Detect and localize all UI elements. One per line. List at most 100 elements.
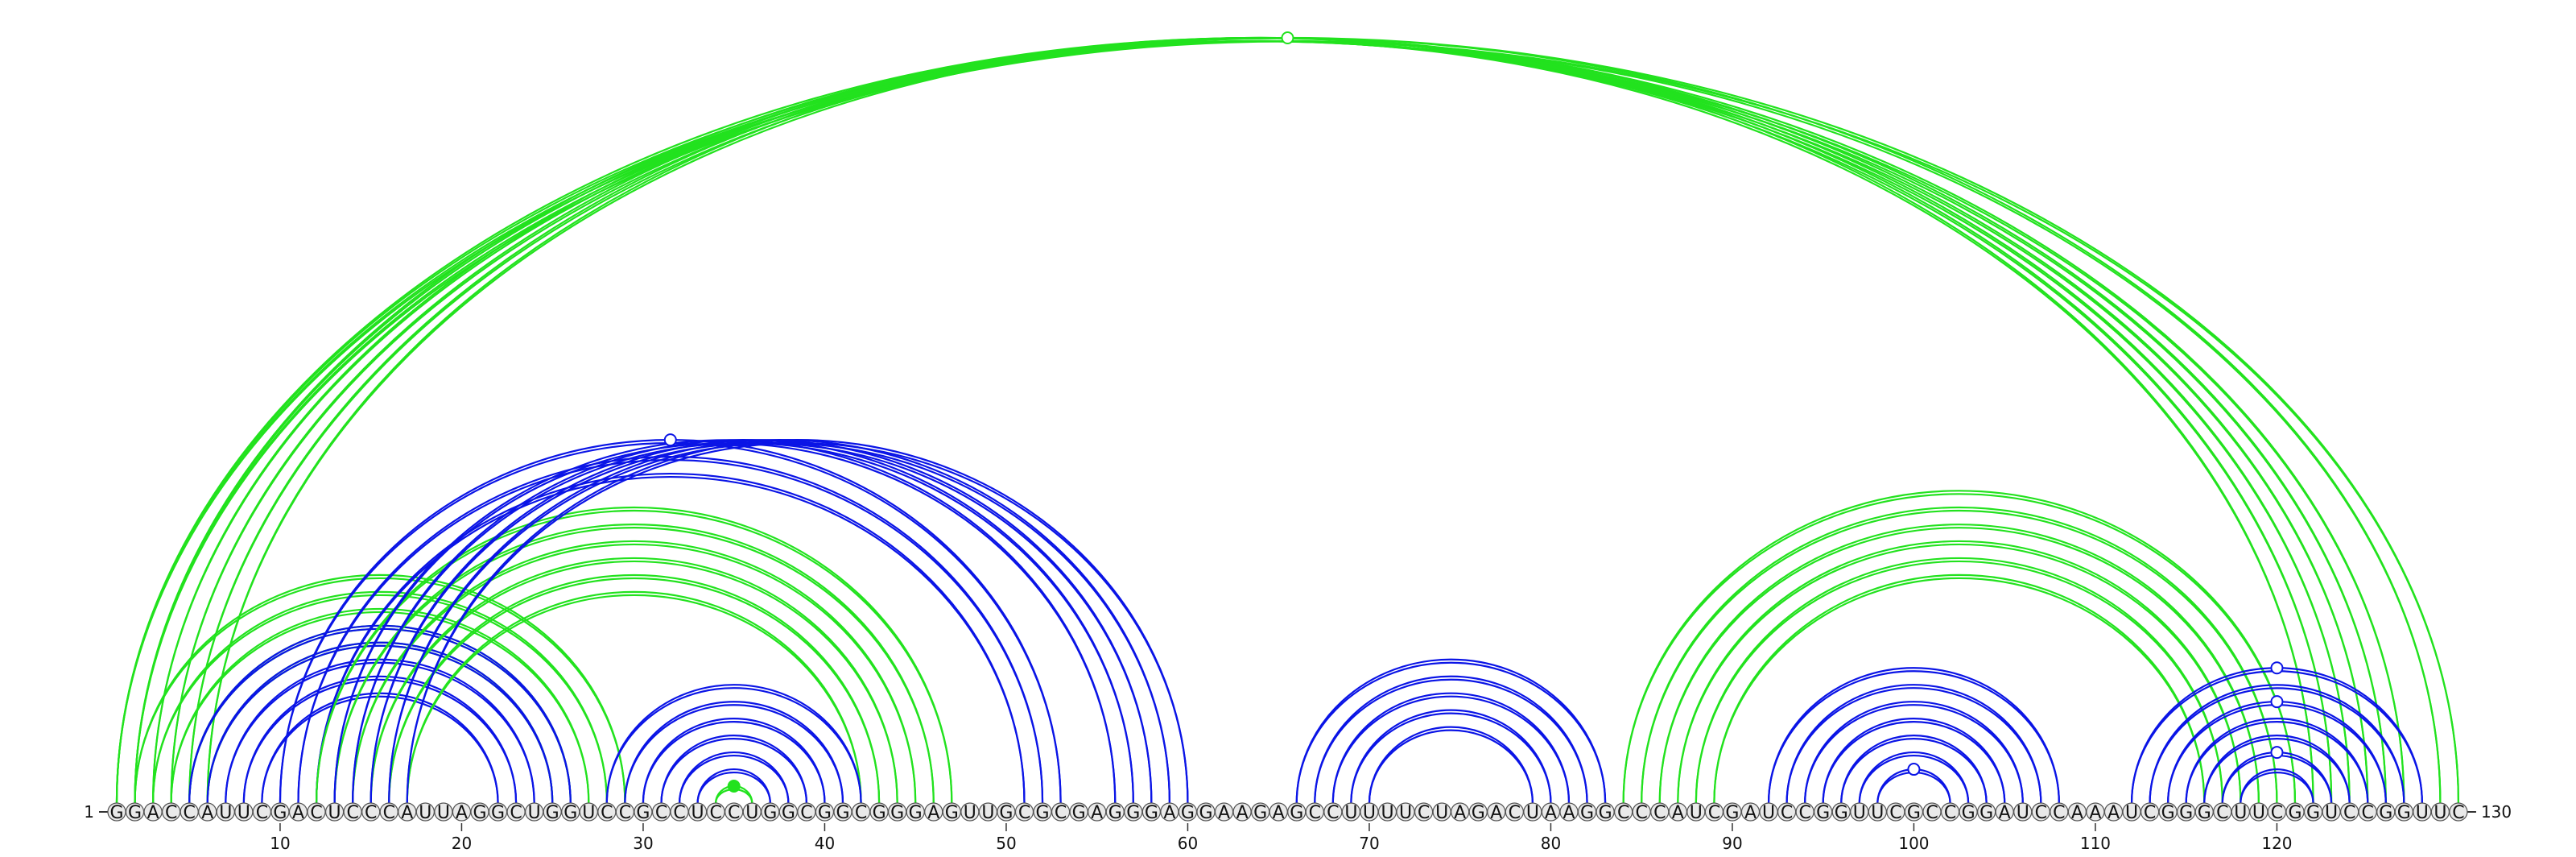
nucleotide-letter: G	[818, 803, 832, 823]
nucleotide-letter: G	[1199, 803, 1212, 823]
nucleotide-letter: G	[109, 803, 123, 823]
nucleotide-letter: C	[1653, 803, 1666, 823]
nucleotide-letter: U	[1363, 803, 1376, 823]
nucleotide-letter: C	[1798, 803, 1810, 823]
blue-arc	[1350, 712, 1552, 804]
nucleotide-letter: U	[1871, 803, 1884, 823]
blue-arc	[678, 754, 790, 804]
nucleotide-letter: C	[728, 803, 740, 823]
nucleotide-letter: U	[219, 803, 232, 823]
green-arc	[1641, 509, 2278, 804]
arc-marker	[663, 433, 677, 447]
nucleotide-letter: C	[2216, 803, 2228, 823]
blue-arc	[242, 678, 518, 804]
tick-label: 50	[996, 834, 1016, 853]
nucleotide-letter: A	[147, 803, 159, 823]
green-arc	[188, 36, 2333, 804]
green-arc	[152, 39, 2369, 804]
end-label: 130	[2481, 802, 2512, 822]
nucleotide-letter: U	[691, 803, 704, 823]
nucleotide-letter: C	[1708, 803, 1720, 823]
nucleotide-letter: G	[636, 803, 650, 823]
nucleotide-letter: C	[346, 803, 358, 823]
blue-arc	[279, 442, 1062, 804]
nucleotide-letter: A	[2107, 803, 2120, 823]
blue-arc	[2240, 771, 2314, 804]
nucleotide-letter: C	[2271, 803, 2283, 823]
nucleotide-letter: C	[855, 803, 867, 823]
tick-label: 110	[2080, 834, 2111, 853]
nucleotide-letter: A	[1163, 803, 1175, 823]
nucleotide-letter: U	[2252, 803, 2265, 823]
blue-arc	[2185, 721, 2369, 804]
nucleotide-letter: G	[1962, 803, 1975, 823]
nucleotide-letter: A	[1091, 803, 1103, 823]
arc-marker	[2270, 661, 2284, 675]
nucleotide-letter: G	[909, 803, 923, 823]
nucleotide-letter: G	[1599, 803, 1612, 823]
nucleotide-letter: U	[2434, 803, 2446, 823]
green-arc	[1713, 573, 2206, 804]
tick-label: 120	[2261, 834, 2292, 853]
tick-label: 60	[1178, 834, 1198, 853]
tick-label: 80	[1541, 834, 1561, 853]
nucleotide-letter: G	[1108, 803, 1122, 823]
blue-arc	[1785, 687, 2042, 804]
blue-arc	[1858, 751, 1970, 804]
green-arc	[369, 560, 898, 804]
nucleotide-letter: C	[800, 803, 812, 823]
nucleotide-letter: C	[1418, 803, 1430, 823]
nucleotide-letter: C	[1018, 803, 1030, 823]
nucleotide-letter: U	[582, 803, 595, 823]
nucleotide-letter: C	[2144, 803, 2156, 823]
green-arc	[152, 590, 608, 804]
nucleotide-letter: G	[1725, 803, 1739, 823]
nucleotide-letter: G	[2179, 803, 2193, 823]
nucleotide-letter: U	[2325, 803, 2338, 823]
nucleotide-letter: C	[1889, 803, 1901, 823]
nucleotide-letter: G	[1580, 803, 1594, 823]
nucleotide-letter: A	[2071, 803, 2083, 823]
nucleotide-letter: G	[546, 803, 559, 823]
nucleotide-letter: C	[673, 803, 685, 823]
nucleotide-letter: G	[2198, 803, 2211, 823]
blue-arc	[642, 721, 826, 804]
nucleotide-letter: U	[237, 803, 250, 823]
blue-arc	[1368, 729, 1534, 804]
nucleotide-letter: A	[1563, 803, 1575, 823]
nucleotide-letter: G	[2288, 803, 2301, 823]
green-arc	[170, 607, 590, 804]
blue-arc	[261, 695, 499, 804]
nucleotide-letter: G	[1036, 803, 1050, 823]
nucleotide-letter: G	[945, 803, 959, 823]
nucleotide-letter: U	[528, 803, 541, 823]
nucleotide-letter: C	[256, 803, 268, 823]
nucleotide-letter: C	[1636, 803, 1648, 823]
nucleotide-letter: G	[763, 803, 777, 823]
green-arc	[1658, 526, 2260, 804]
nucleotide-letter: G	[1835, 803, 1848, 823]
nucleotide-letter: G	[873, 803, 886, 823]
green-arc	[352, 543, 917, 804]
nucleotide-letter: U	[1399, 803, 1412, 823]
nucleotide-letter: G	[473, 803, 486, 823]
nucleotide-letter: G	[890, 803, 904, 823]
nucleotide-letter: G	[1979, 803, 1993, 823]
blue-arc	[1822, 718, 2006, 804]
green-arc	[388, 577, 881, 804]
blue-arc	[678, 751, 790, 804]
nucleotide-letter: A	[1744, 803, 1757, 823]
blue-arc	[1822, 721, 2006, 804]
blue-arc	[624, 704, 844, 804]
blue-arc	[2149, 687, 2405, 804]
arc-marker	[2270, 695, 2284, 709]
blue-arc	[206, 644, 554, 804]
nucleotide-letter: C	[1944, 803, 1956, 823]
nucleotide-letter: U	[1381, 803, 1393, 823]
nucleotide-letter: G	[1816, 803, 1830, 823]
nucleotide-letter: G	[128, 803, 142, 823]
nucleotide-letter: A	[1273, 803, 1285, 823]
nucleotide-letter: A	[1454, 803, 1466, 823]
nucleotide-letter: U	[1762, 803, 1775, 823]
